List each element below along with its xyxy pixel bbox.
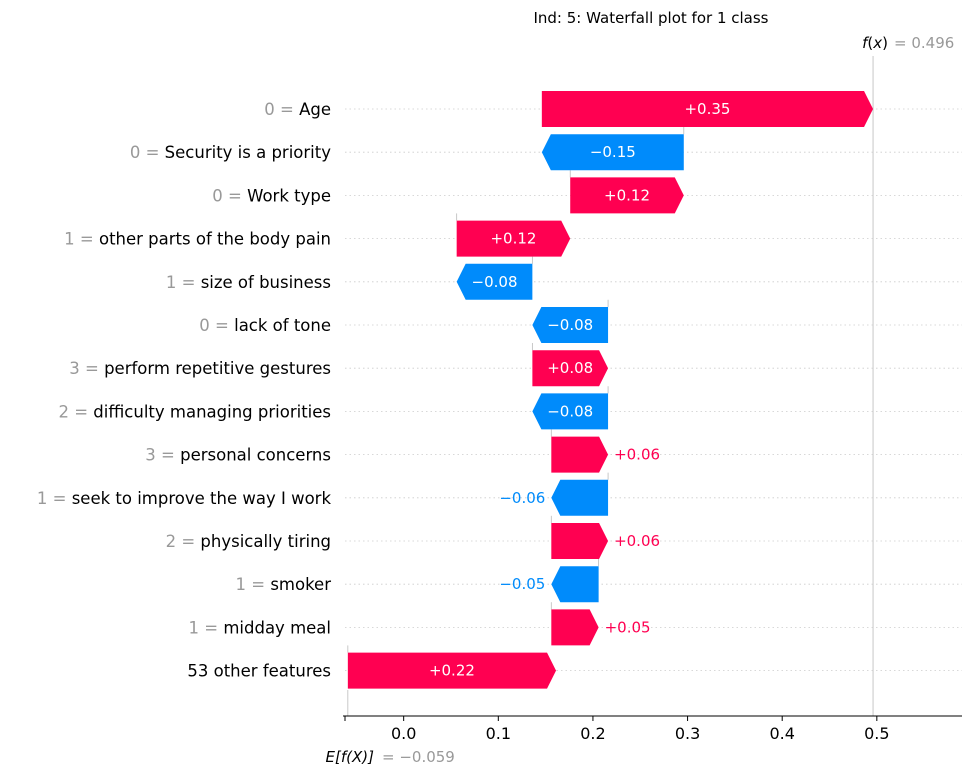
- feature-value: 1 =: [64, 230, 99, 249]
- x-tick-label: 0.1: [486, 724, 511, 743]
- feature-name: smoker: [270, 575, 331, 594]
- chart-title: Ind: 5: Waterfall plot for 1 class: [533, 9, 768, 27]
- feature-label: 1 = size of business: [166, 273, 331, 292]
- bar-value-label: −0.08: [547, 316, 593, 334]
- positive-bar: [551, 436, 609, 473]
- bars-layer: +0.35 −0.15 +0.12 +0.12 −0.08 −0.08 +0.08 −0.08…: [347, 91, 874, 689]
- positive-bar: [347, 652, 557, 689]
- fx-label-arg: x: [872, 34, 882, 52]
- x-axis: 0.0 0.1 0.2 0.3 0.4 0.5: [343, 715, 962, 743]
- feature-label: 0 = Age: [264, 100, 331, 119]
- fx-label-fn: f: [862, 34, 870, 52]
- bar-value-label: +0.06: [614, 446, 660, 464]
- feature-label: 2 = physically tiring: [166, 532, 331, 551]
- negative-bar: [532, 307, 609, 343]
- bar-value-label: −0.15: [590, 143, 636, 161]
- positive-bar: [456, 220, 571, 257]
- feature-value: 0 =: [264, 100, 299, 119]
- feature-value: 3 =: [145, 446, 180, 465]
- feature-label: 1 = smoker: [236, 575, 332, 594]
- base-label: E[f(X)]: [326, 748, 375, 766]
- feature-label: 0 = lack of tone: [199, 316, 331, 335]
- feature-value: 1 =: [166, 273, 201, 292]
- positive-bar: [551, 609, 599, 646]
- feature-name: other parts of the body pain: [99, 230, 331, 249]
- negative-bar: [551, 566, 599, 603]
- fx-label-open-paren: (: [867, 34, 873, 52]
- feature-name: seek to improve the way I work: [72, 489, 332, 508]
- fx-value: = 0.496: [894, 34, 954, 52]
- positive-bar: [551, 523, 609, 559]
- bar-value-label: +0.06: [614, 532, 660, 550]
- bar-value-label: +0.08: [547, 359, 593, 377]
- feature-value: 0 =: [130, 143, 165, 162]
- feature-value: 1 =: [37, 489, 72, 508]
- base-value: = −0.059: [382, 748, 455, 766]
- bar-value-label: +0.05: [605, 618, 651, 636]
- feature-label: 1 = other parts of the body pain: [64, 230, 331, 249]
- feature-label: 53 other features: [187, 662, 331, 681]
- feature-label: 1 = midday meal: [189, 618, 331, 637]
- positive-bar: [541, 91, 874, 127]
- feature-label: 3 = perform repetitive gestures: [69, 359, 331, 378]
- x-tick-label: 0.0: [391, 724, 416, 743]
- feature-name: physically tiring: [200, 532, 331, 551]
- positive-bar: [532, 350, 609, 387]
- bar-value-label: +0.12: [490, 230, 536, 248]
- base-value-annotation: E[f(X)] = −0.059: [326, 748, 455, 766]
- x-tick-label: 0.2: [580, 724, 605, 743]
- feature-name: Security is a priority: [165, 143, 332, 162]
- feature-value: 3 =: [69, 359, 104, 378]
- bar-value-label: +0.12: [604, 186, 650, 204]
- fx-label-close-paren: ): [882, 34, 888, 52]
- feature-name: lack of tone: [234, 316, 331, 335]
- feature-value: 2 =: [58, 402, 93, 421]
- feature-label: 1 = seek to improve the way I work: [37, 489, 332, 508]
- bar-value-label: −0.05: [499, 575, 545, 593]
- feature-value: 1 =: [189, 618, 224, 637]
- fx-label: f(x): [862, 34, 888, 52]
- feature-label: 2 = difficulty managing priorities: [58, 402, 331, 421]
- bar-value-label: −0.08: [547, 402, 593, 420]
- feature-name: 53 other features: [187, 662, 331, 681]
- feature-value: 0 =: [212, 186, 247, 205]
- grid-layer: [345, 56, 962, 716]
- positive-bar: [570, 177, 684, 214]
- feature-name: midday meal: [223, 618, 331, 637]
- negative-bar: [532, 393, 609, 430]
- negative-bar: [541, 134, 684, 171]
- bar-value-label: −0.08: [472, 273, 518, 291]
- fx-annotation: f(x) = 0.496: [862, 34, 954, 52]
- x-tick-label: 0.5: [864, 724, 889, 743]
- feature-name: personal concerns: [180, 446, 331, 465]
- bar-value-label: +0.22: [429, 662, 475, 680]
- bar-value-label: +0.35: [684, 100, 730, 118]
- feature-value: 2 =: [166, 532, 201, 551]
- negative-bar: [551, 479, 609, 516]
- feature-value: 1 =: [236, 575, 271, 594]
- bar-value-label: −0.06: [499, 489, 545, 507]
- feature-value: 0 =: [199, 316, 234, 335]
- feature-name: Work type: [247, 186, 331, 205]
- feature-label: 0 = Work type: [212, 186, 331, 205]
- feature-name: Age: [299, 100, 331, 119]
- feature-name: perform repetitive gestures: [104, 359, 331, 378]
- feature-label: 3 = personal concerns: [145, 446, 331, 465]
- feature-name: size of business: [201, 273, 331, 292]
- x-tick-label: 0.3: [675, 724, 700, 743]
- x-tick-label: 0.4: [769, 724, 794, 743]
- feature-name: difficulty managing priorities: [93, 402, 331, 421]
- feature-label: 0 = Security is a priority: [130, 143, 331, 162]
- negative-bar: [456, 263, 533, 300]
